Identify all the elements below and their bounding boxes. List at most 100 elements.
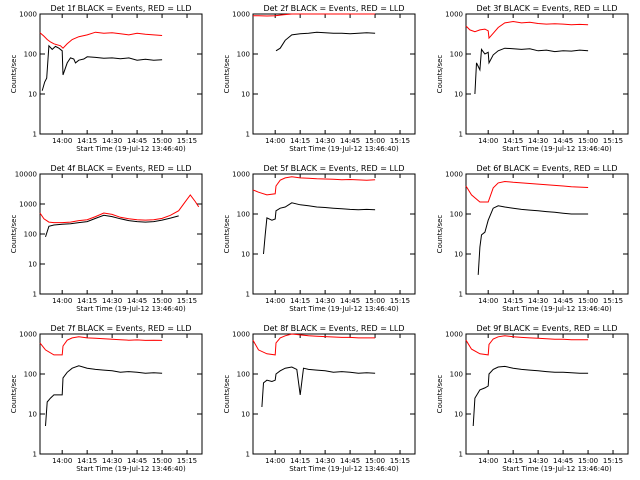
panel-6-xtick-label: 14:45 — [553, 297, 573, 305]
panel-1-series-lld — [39, 31, 163, 49]
panel-3-xtick-label: 15:15 — [603, 137, 623, 145]
panel-4-xtick-label: 14:00 — [52, 297, 72, 305]
panel-3-xtick-label: 14:45 — [553, 137, 573, 145]
panel-5-xtick-label: 15:00 — [365, 297, 385, 305]
panel-2-ytick-label: 10 — [241, 91, 250, 99]
panel-3-series-events — [474, 47, 589, 95]
panel-5-ylabel: Counts/sec — [223, 215, 231, 254]
panel-9-xtick-label: 14:30 — [528, 457, 548, 465]
panel-6-frame — [465, 173, 629, 295]
panel-9-xtick-label: 14:00 — [478, 457, 498, 465]
panel-9-xtick-label: 15:15 — [603, 457, 623, 465]
panel-3-frame — [465, 13, 629, 135]
panel-5-xtick-label: 14:00 — [265, 297, 285, 305]
panel-4-frame — [39, 173, 203, 295]
panel-1-ytick-label: 1000 — [19, 11, 37, 19]
panel-7-title: Det 7f BLACK = Events, RED = LLD — [50, 324, 191, 333]
panel-1-xtick-label: 14:30 — [102, 137, 122, 145]
panel-1-ytick-label: 1 — [33, 131, 37, 139]
panel-7-xtick-label: 14:00 — [52, 457, 72, 465]
panel-2-title: Det 2f BLACK = Events, RED = LLD — [263, 4, 404, 13]
panel-1-xtick-label: 14:00 — [52, 137, 72, 145]
panel-2-ytick-label: 100 — [237, 51, 250, 59]
panel-4-xtick-label: 14:15 — [77, 297, 97, 305]
panel-5-xtick-label: 14:15 — [290, 297, 310, 305]
panel-1-xlabel: Start Time (19-Jul-12 13:46:40) — [76, 145, 186, 153]
panel-9-xtick-label: 14:45 — [553, 457, 573, 465]
panel-7-xlabel: Start Time (19-Jul-12 13:46:40) — [76, 465, 186, 473]
panel-3-xtick-label: 14:00 — [478, 137, 498, 145]
panel-1-xtick-label: 14:45 — [127, 137, 147, 145]
panel-5-series-events — [263, 202, 376, 255]
panel-8-ytick-label: 10 — [241, 411, 250, 419]
panel-3-series-lld — [465, 20, 589, 40]
panel-9-ytick-label: 10 — [454, 411, 463, 419]
panel-4-xtick-label: 14:45 — [127, 297, 147, 305]
panel-8-xlabel: Start Time (19-Jul-12 13:46:40) — [289, 465, 399, 473]
panel-6-xlabel: Start Time (19-Jul-12 13:46:40) — [502, 305, 612, 313]
panel-6-xtick-label: 15:00 — [578, 297, 598, 305]
panel-8-xtick-label: 14:15 — [290, 457, 310, 465]
panel-1-xtick-label: 15:15 — [177, 137, 197, 145]
panel-3-xlabel: Start Time (19-Jul-12 13:46:40) — [502, 145, 612, 153]
panel-8-ylabel: Counts/sec — [223, 375, 231, 414]
panel-4-ytick-label: 1000 — [19, 201, 37, 209]
panel-3-title: Det 3f BLACK = Events, RED = LLD — [476, 4, 617, 13]
panel-6-xtick-label: 14:30 — [528, 297, 548, 305]
panel-2-xtick-label: 14:30 — [315, 137, 335, 145]
panel-9-xtick-label: 14:15 — [503, 457, 523, 465]
panel-5-frame — [252, 173, 416, 295]
panel-4-xtick-label: 15:15 — [177, 297, 197, 305]
panel-2-xtick-label: 14:15 — [290, 137, 310, 145]
panel-1-series-events — [41, 44, 163, 91]
panel-7-ytick-label: 10 — [28, 411, 37, 419]
panel-7-frame — [39, 333, 203, 455]
panel-4-xtick-label: 14:30 — [102, 297, 122, 305]
panel-7-ytick-label: 1 — [33, 451, 37, 459]
panel-5-xtick-label: 15:15 — [390, 297, 410, 305]
panel-4-ytick-label: 10000 — [15, 171, 37, 179]
panel-5-ytick-label: 10 — [241, 251, 250, 259]
panel-7-ylabel: Counts/sec — [10, 375, 18, 414]
panel-1-ytick-label: 10 — [28, 91, 37, 99]
panel-3-ylabel: Counts/sec — [436, 55, 444, 94]
panel-9-series-lld — [465, 335, 589, 356]
panel-1-title: Det 1f BLACK = Events, RED = LLD — [50, 4, 191, 13]
panel-8-ytick-label: 1000 — [232, 331, 250, 339]
panel-3-ytick-label: 100 — [450, 51, 463, 59]
panel-4-title: Det 4f BLACK = Events, RED = LLD — [50, 164, 191, 173]
panel-2-xtick-label: 15:00 — [365, 137, 385, 145]
panel-3-xtick-label: 14:15 — [503, 137, 523, 145]
panel-6-series-events — [477, 205, 589, 275]
panel-3-ytick-label: 1 — [459, 131, 463, 139]
panel-8-xtick-label: 14:30 — [315, 457, 335, 465]
panel-9-title: Det 9f BLACK = Events, RED = LLD — [476, 324, 617, 333]
panel-2-series-lld — [253, 13, 376, 17]
panel-6-ytick-label: 1 — [459, 291, 463, 299]
panel-7-ytick-label: 1000 — [19, 331, 37, 339]
panel-8-xtick-label: 15:00 — [365, 457, 385, 465]
panel-4-ytick-label: 1 — [33, 291, 37, 299]
panel-7-xtick-label: 15:00 — [152, 457, 172, 465]
panel-6-ytick-label: 1000 — [445, 171, 463, 179]
panel-4-ylabel: Counts/sec — [10, 215, 18, 254]
panel-5-xlabel: Start Time (19-Jul-12 13:46:40) — [289, 305, 399, 313]
panel-2-series-events — [275, 31, 376, 52]
panel-9-xtick-label: 15:00 — [578, 457, 598, 465]
panel-6-xtick-label: 14:15 — [503, 297, 523, 305]
panel-7-ytick-label: 100 — [24, 371, 37, 379]
panel-9-ytick-label: 1000 — [445, 331, 463, 339]
panel-1-xtick-label: 15:00 — [152, 137, 172, 145]
panel-9-series-events — [472, 365, 589, 427]
panel-9-ylabel: Counts/sec — [436, 375, 444, 414]
panel-1-ylabel: Counts/sec — [10, 55, 18, 94]
panel-2-xlabel: Start Time (19-Jul-12 13:46:40) — [289, 145, 399, 153]
panel-5-title: Det 5f BLACK = Events, RED = LLD — [263, 164, 404, 173]
panel-2-xtick-label: 14:45 — [340, 137, 360, 145]
panel-2-ytick-label: 1000 — [232, 11, 250, 19]
panel-4-series-events — [45, 214, 179, 238]
panel-3-ytick-label: 1000 — [445, 11, 463, 19]
panel-9-ytick-label: 100 — [450, 371, 463, 379]
panel-5-xtick-label: 14:30 — [315, 297, 335, 305]
